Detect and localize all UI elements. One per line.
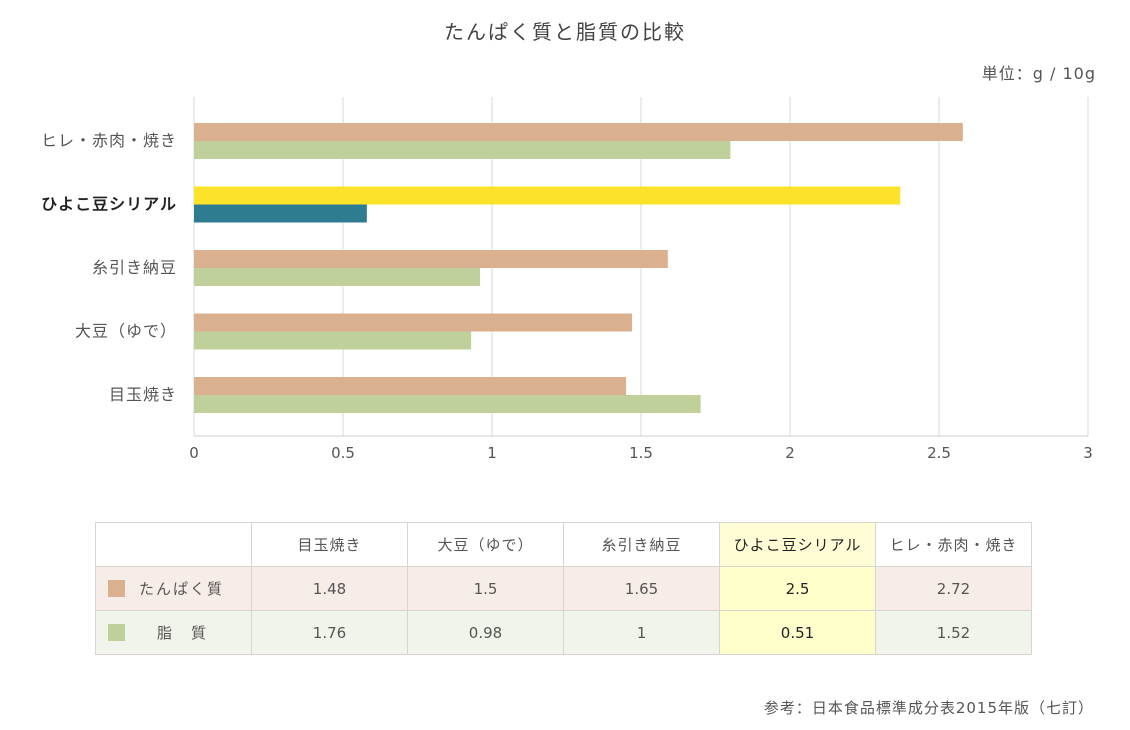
chart-title: たんぱく質と脂質の比較: [444, 20, 686, 44]
table-col-header: 目玉焼き: [251, 522, 408, 567]
x-tick-label: 0.5: [331, 444, 355, 462]
bar-fat: [194, 268, 481, 286]
fat-swatch: [108, 624, 125, 641]
bar-protein: [194, 377, 627, 395]
table-col-header: 糸引き納豆: [563, 522, 720, 567]
bar-fat: [194, 395, 701, 413]
category-label: 目玉焼き: [109, 385, 177, 404]
x-tick-label: 0: [189, 444, 199, 462]
table-cell-highlight: 0.51: [719, 610, 876, 655]
row-label-text: 脂 質: [157, 624, 209, 642]
table-cell: 0.98: [407, 610, 564, 655]
x-tick-label: 1: [487, 444, 497, 462]
bar-protein: [194, 186, 901, 205]
row-label-protein: たんぱく質: [95, 566, 252, 611]
table-cell: 1.65: [563, 566, 720, 611]
protein-swatch: [108, 580, 125, 597]
category-label-highlight: ひよこ豆シリアル: [41, 195, 177, 214]
bar-protein: [194, 313, 633, 332]
x-tick-label: 3: [1083, 444, 1093, 462]
unit-label: 単位：g / 10g: [981, 64, 1096, 83]
x-tick-label: 1.5: [629, 444, 653, 462]
category-label: 糸引き納豆: [92, 258, 177, 277]
table-cell-highlight: 2.5: [719, 566, 876, 611]
bar-protein: [194, 250, 668, 268]
x-tick-label: 2.5: [927, 444, 951, 462]
data-table: 目玉焼き 大豆（ゆで） 糸引き納豆 ひよこ豆シリアル ヒレ・赤肉・焼き たんぱく…: [95, 522, 1032, 655]
table-cell: 1.76: [251, 610, 408, 655]
table-header-row: 目玉焼き 大豆（ゆで） 糸引き納豆 ひよこ豆シリアル ヒレ・赤肉・焼き: [95, 522, 1032, 567]
bar-chart: 0 0.5 1 1.5 2 2.5 3 ヒレ・赤肉・焼きひよこ豆シリアル糸引き納豆大豆（ゆで）…: [41, 97, 1093, 462]
table-corner-cell: [95, 522, 252, 567]
bar-protein: [194, 123, 963, 141]
category-label: 大豆（ゆで）: [75, 322, 177, 341]
table-row-fat: 脂 質 1.76 0.98 1 0.51 1.52: [95, 610, 1032, 655]
table-cell: 2.72: [875, 566, 1032, 611]
bar-fat: [194, 331, 472, 350]
table-row-protein: たんぱく質 1.48 1.5 1.65 2.5 2.72: [95, 566, 1032, 611]
row-label-text: たんぱく質: [139, 580, 225, 598]
bar-fat: [194, 204, 367, 223]
source-note: 参考：日本食品標準成分表2015年版（七訂）: [763, 699, 1094, 717]
table-col-header: 大豆（ゆで）: [407, 522, 564, 567]
row-label-fat: 脂 質: [95, 610, 252, 655]
bar-fat: [194, 141, 731, 159]
table-cell: 1: [563, 610, 720, 655]
table-col-header: ヒレ・赤肉・焼き: [875, 522, 1032, 567]
table-col-header-highlight: ひよこ豆シリアル: [719, 522, 876, 567]
table-cell: 1.52: [875, 610, 1032, 655]
x-tick-label: 2: [785, 444, 795, 462]
category-label: ヒレ・赤肉・焼き: [41, 131, 177, 150]
table-cell: 1.48: [251, 566, 408, 611]
table-cell: 1.5: [407, 566, 564, 611]
